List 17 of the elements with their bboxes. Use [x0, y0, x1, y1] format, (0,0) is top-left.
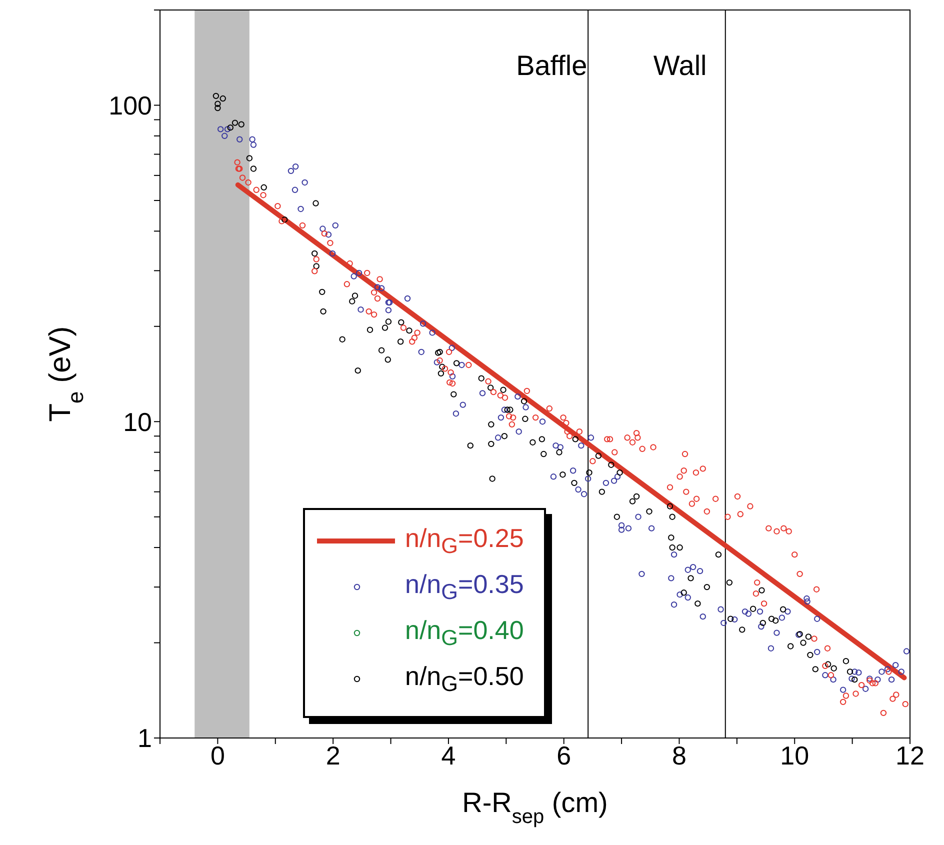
x-tick-label: 4: [441, 740, 456, 770]
y-tick-label: 10: [123, 406, 152, 437]
x-tick-label: 10: [780, 740, 810, 770]
legend-label: n/n$_{G}$=0.25: [405, 522, 524, 560]
ref-line-label: Baffle: [516, 50, 588, 81]
y-tick-label: 100: [108, 90, 152, 120]
x-tick-label: 2: [326, 740, 340, 770]
x-axis-title: R-R$_{sep}$ (cm): [462, 787, 608, 828]
x-tick-label: 6: [556, 740, 572, 770]
legend-label: n/n$_{G}$=0.50: [405, 660, 524, 698]
x-tick-label: 0: [210, 740, 225, 770]
y-tick-label: 1: [138, 723, 152, 754]
ref-line-label: Wall: [653, 50, 707, 81]
legend-label: n/n$_{G}$=0.35: [405, 568, 524, 606]
x-tick-label: 12: [896, 740, 924, 770]
legend-label: n/n$_{G}$=0.40: [405, 614, 524, 652]
x-tick-label: 8: [672, 740, 686, 770]
